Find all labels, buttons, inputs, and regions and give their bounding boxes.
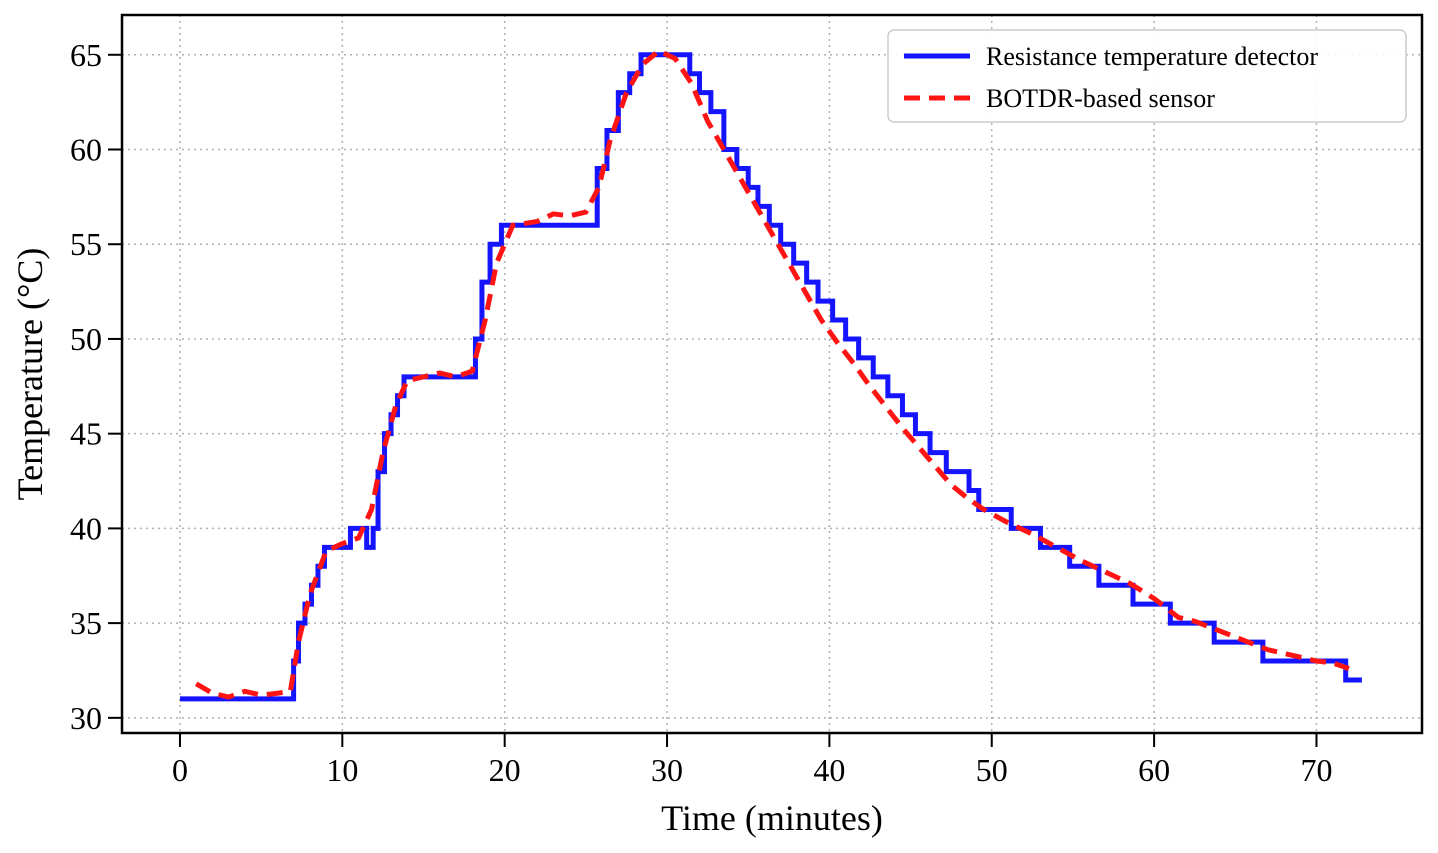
data-line xyxy=(194,48,1350,700)
x-tick-label: 60 xyxy=(1138,752,1170,788)
x-tick-label: 70 xyxy=(1300,752,1332,788)
y-tick-label: 40 xyxy=(70,510,102,546)
x-tick-label: 20 xyxy=(489,752,521,788)
y-tick-label: 65 xyxy=(70,37,102,73)
legend-label: BOTDR-based sensor xyxy=(986,84,1215,113)
x-axis-label: Time (minutes) xyxy=(661,798,883,838)
x-tick-label: 0 xyxy=(172,752,188,788)
plot-frame xyxy=(120,13,1424,735)
y-tick-label: 30 xyxy=(70,700,102,736)
y-tick-label: 35 xyxy=(70,605,102,641)
legend-box xyxy=(887,29,1407,123)
x-tick-label: 50 xyxy=(976,752,1008,788)
data-line xyxy=(179,52,1362,702)
x-tick-label: 40 xyxy=(813,752,845,788)
y-tick-label: 45 xyxy=(70,416,102,452)
y-tick-label: 55 xyxy=(70,226,102,262)
y-axis-label: Temperature (°C) xyxy=(10,248,50,501)
y-tick-label: 50 xyxy=(70,321,102,357)
x-tick-label: 10 xyxy=(326,752,358,788)
y-tick-label: 60 xyxy=(70,132,102,168)
x-tick-label: 30 xyxy=(651,752,683,788)
legend-label: Resistance temperature detector xyxy=(986,42,1318,71)
